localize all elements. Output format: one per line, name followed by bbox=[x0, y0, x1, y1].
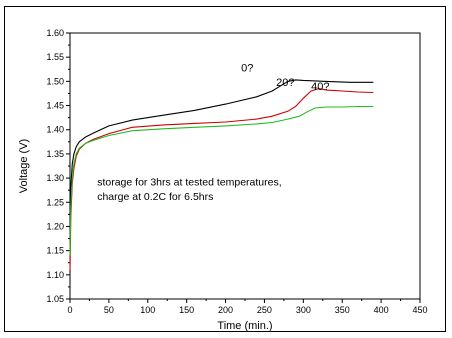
series-labels: 0? 20? 40? bbox=[241, 63, 329, 93]
y-axis: 1.05 1.10 1.15 1.20 1.25 1.30 1.35 1.40 1.45 1.50… bbox=[46, 28, 70, 304]
x-tick-label: 450 bbox=[412, 305, 427, 315]
y-tick-label: 1.45 bbox=[46, 101, 64, 111]
x-tick-label: 100 bbox=[140, 305, 155, 315]
x-tick-label: 250 bbox=[257, 305, 272, 315]
y-tick-label: 1.15 bbox=[46, 246, 64, 256]
y-tick-label: 1.10 bbox=[46, 270, 64, 280]
series-group bbox=[69, 79, 374, 271]
y-tick-label: 1.55 bbox=[46, 52, 64, 62]
y-tick-label: 1.50 bbox=[46, 76, 64, 86]
x-axis-title: Time (min.) bbox=[217, 320, 272, 332]
series-line-0 bbox=[69, 79, 374, 242]
x-tick-label: 200 bbox=[218, 305, 233, 315]
y-tick-label: 1.05 bbox=[46, 294, 64, 304]
x-axis: 0 50 100 150 200 250 300 350 400 450 bbox=[67, 299, 428, 315]
x-tick-label: 150 bbox=[179, 305, 194, 315]
series-line-1 bbox=[69, 88, 374, 271]
chart-frame: 0 50 100 150 200 250 300 350 400 450 1.05 1.10 1.15… bbox=[4, 6, 446, 332]
y-tick-label: 1.25 bbox=[46, 197, 64, 207]
voltage-time-chart: 0 50 100 150 200 250 300 350 400 450 1.05 1.10 1.15… bbox=[18, 28, 428, 332]
series-label-2: 40? bbox=[311, 81, 329, 93]
series-label-1: 20? bbox=[276, 77, 294, 89]
x-tick-label: 300 bbox=[296, 305, 311, 315]
x-tick-label: 400 bbox=[374, 305, 389, 315]
annotation-line-1: storage for 3hrs at tested temperatures, bbox=[97, 176, 281, 188]
y-axis-title: Voltage (V) bbox=[18, 139, 30, 193]
y-tick-label: 1.40 bbox=[46, 125, 64, 135]
annotation-line-2: charge at 0.2C for 6.5hrs bbox=[97, 191, 213, 203]
y-tick-label: 1.30 bbox=[46, 173, 64, 183]
series-line-2 bbox=[69, 105, 374, 256]
y-tick-label: 1.60 bbox=[46, 28, 64, 38]
series-label-0: 0? bbox=[241, 63, 253, 75]
x-tick-label: 0 bbox=[67, 305, 72, 315]
x-tick-label: 50 bbox=[104, 305, 114, 315]
y-tick-label: 1.35 bbox=[46, 149, 64, 159]
y-tick-label: 1.20 bbox=[46, 221, 64, 231]
x-tick-label: 350 bbox=[335, 305, 350, 315]
